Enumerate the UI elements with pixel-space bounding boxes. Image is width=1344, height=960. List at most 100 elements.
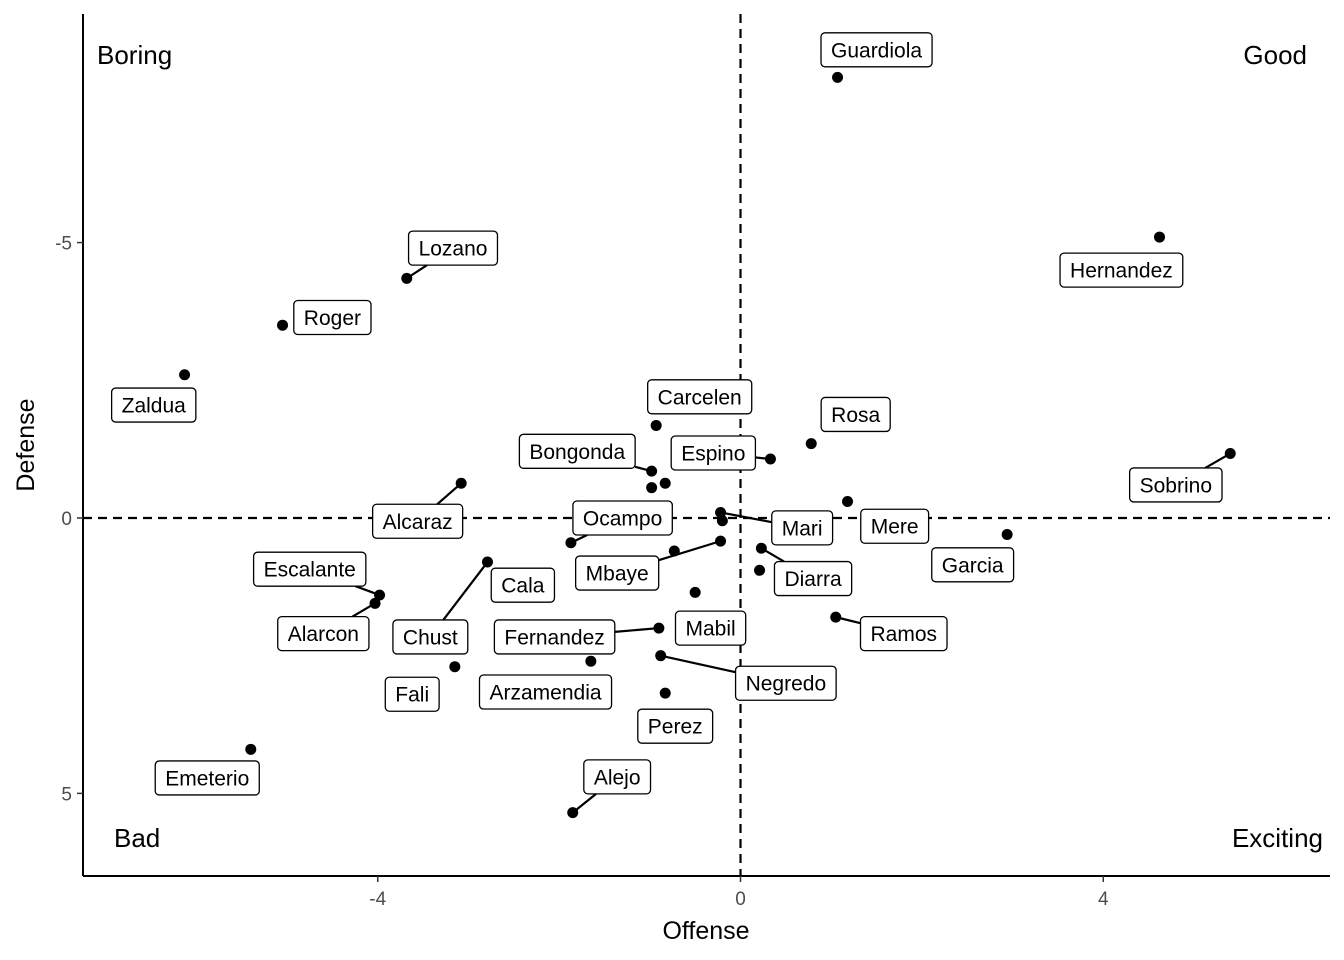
point-label: Espino bbox=[670, 435, 757, 471]
point-label-box bbox=[1128, 467, 1223, 503]
point-label-text: Bongonda bbox=[529, 441, 625, 464]
point-label-box bbox=[384, 676, 440, 712]
point-label-box bbox=[493, 619, 616, 655]
quadrant-labels: Boring Good Bad Exciting bbox=[97, 40, 1323, 853]
data-point bbox=[646, 482, 658, 494]
point-label: Roger bbox=[293, 299, 372, 336]
data-point bbox=[689, 586, 701, 598]
point-label-text: Alcaraz bbox=[383, 511, 453, 534]
point-label: Mbaye bbox=[575, 555, 660, 591]
label-leader-line bbox=[660, 654, 736, 674]
data-point bbox=[565, 537, 577, 549]
data-point bbox=[245, 743, 257, 755]
point-label: Arzamendia bbox=[478, 674, 613, 710]
point-label: Cala bbox=[490, 567, 556, 603]
point-label-box bbox=[407, 230, 499, 266]
point-label-text: Diarra bbox=[784, 568, 841, 591]
data-point bbox=[650, 419, 662, 431]
point-label-text: Guardiola bbox=[831, 39, 922, 62]
point-label-text: Roger bbox=[304, 307, 361, 330]
point-label-text: Carcelen bbox=[658, 386, 742, 409]
x-tick-label: 4 bbox=[1098, 889, 1109, 910]
point-label-text: Mari bbox=[782, 517, 823, 540]
point-label-text: Ramos bbox=[870, 623, 937, 646]
quadrant-label-top-right: Good bbox=[1243, 40, 1307, 70]
data-point bbox=[659, 477, 671, 489]
point-label-text: Escalante bbox=[264, 559, 356, 582]
quadrant-label-top-left: Boring bbox=[97, 40, 172, 70]
data-point bbox=[374, 589, 386, 601]
point-label: Ocampo bbox=[572, 500, 673, 536]
data-point bbox=[805, 438, 817, 450]
data-point bbox=[585, 655, 597, 667]
y-tick-label: 5 bbox=[61, 784, 72, 805]
point-label-box bbox=[670, 435, 757, 471]
point-label: Mere bbox=[860, 508, 930, 544]
x-tick-label: -4 bbox=[369, 889, 386, 910]
point-label-box bbox=[110, 387, 197, 423]
point-label: Mabil bbox=[674, 610, 747, 646]
point-label: Ramos bbox=[859, 615, 948, 652]
point-label-text: Cala bbox=[501, 575, 545, 598]
data-point bbox=[659, 687, 671, 699]
x-axis-title: Offense bbox=[662, 917, 749, 945]
point-label-text: Perez bbox=[648, 716, 703, 739]
point-label: Diarra bbox=[773, 560, 853, 597]
point-label-text: Emeterio bbox=[165, 767, 249, 790]
point-label-text: Fernandez bbox=[504, 626, 604, 649]
axes bbox=[82, 14, 1330, 877]
data-point bbox=[842, 495, 854, 507]
data-point bbox=[401, 272, 413, 284]
data-point bbox=[449, 661, 461, 673]
point-label: Alcaraz bbox=[371, 503, 464, 539]
data-point bbox=[764, 453, 776, 465]
point-label-box bbox=[674, 610, 747, 646]
point-label-box bbox=[518, 433, 636, 469]
data-point bbox=[455, 477, 467, 489]
point-label: Garcia bbox=[931, 547, 1015, 583]
point-label: Carcelen bbox=[647, 379, 753, 415]
point-label-box bbox=[478, 674, 613, 710]
point-label-box bbox=[860, 508, 930, 544]
point-label-text: Mere bbox=[871, 516, 919, 539]
point-label-text: Hernandez bbox=[1070, 260, 1173, 283]
point-label-box bbox=[647, 379, 753, 415]
data-point bbox=[655, 650, 667, 662]
point-label: Guardiola bbox=[820, 32, 933, 68]
quadrant-label-bottom-right: Exciting bbox=[1232, 823, 1323, 853]
data-point bbox=[755, 542, 767, 554]
point-label-box bbox=[820, 396, 891, 433]
point-label: Alejo bbox=[583, 759, 652, 795]
data-point bbox=[653, 622, 665, 634]
point-label: Rosa bbox=[820, 396, 891, 433]
label-leader-line bbox=[442, 561, 489, 621]
point-label: Perez bbox=[637, 708, 714, 744]
data-point bbox=[715, 506, 727, 518]
y-axis-title: Defense bbox=[12, 398, 40, 491]
point-label: Escalante bbox=[252, 551, 367, 587]
x-tick-label: 0 bbox=[735, 889, 746, 910]
point-label: Zaldua bbox=[110, 387, 197, 423]
point-label-text: Mabil bbox=[685, 618, 735, 641]
point-label-text: Mbaye bbox=[586, 563, 649, 586]
point-label-box bbox=[820, 32, 933, 68]
data-point bbox=[646, 465, 658, 477]
point-label: Lozano bbox=[407, 230, 499, 266]
y-tick-label: 0 bbox=[61, 509, 72, 530]
ticks: -4 0 4 -5 0 5 bbox=[55, 234, 1109, 910]
point-label-text: Arzamendia bbox=[489, 682, 601, 705]
label-leader-line bbox=[658, 540, 721, 562]
point-label-box bbox=[773, 560, 853, 597]
y-tick-label: -5 bbox=[55, 234, 72, 255]
point-label-text: Garcia bbox=[942, 554, 1004, 577]
point-label-box bbox=[637, 708, 714, 744]
point-label-box bbox=[859, 615, 948, 652]
point-label-box bbox=[771, 510, 834, 546]
point-label-text: Alarcon bbox=[288, 623, 359, 646]
data-point bbox=[668, 545, 680, 557]
point-label-box bbox=[583, 759, 652, 795]
point-label: Emeterio bbox=[154, 760, 260, 796]
point-label-text: Espino bbox=[681, 442, 745, 465]
point-label: Bongonda bbox=[518, 433, 636, 469]
point-label: Sobrino bbox=[1128, 467, 1223, 503]
